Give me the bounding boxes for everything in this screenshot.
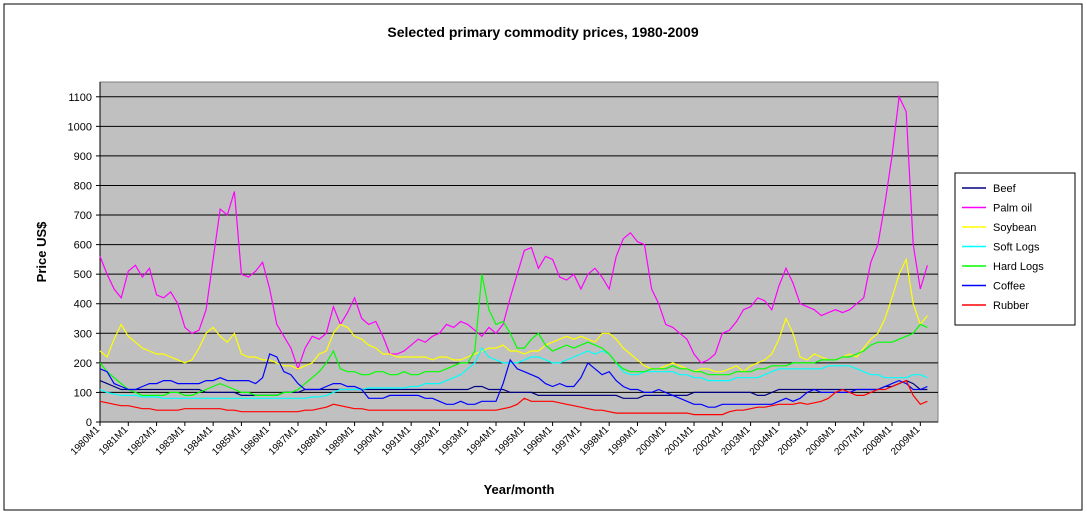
plot-area [99,81,939,423]
series-line [99,346,928,399]
y-tick-label: 100 [74,387,92,399]
series-line [99,379,928,399]
y-tick-label: 1100 [68,92,92,104]
y-tick-label: 900 [74,151,92,163]
y-tick-label: 600 [74,240,92,252]
legend-label: Soybean [993,222,1036,234]
series-line [99,94,928,371]
y-tick-label: 300 [74,328,92,340]
y-tick-label: 800 [74,180,92,192]
legend-label: Beef [993,183,1017,195]
series-line [99,379,928,416]
y-axis-label: Price US$ [34,221,49,282]
legend-label: Soft Logs [993,242,1040,254]
y-tick-label: 1000 [68,121,92,133]
y-tick-label: 400 [74,299,92,311]
series-line [99,274,928,396]
y-tick-label: 0 [86,417,92,429]
legend-label: Hard Logs [993,261,1044,273]
legend-label: Palm oil [993,203,1032,215]
y-tick-label: 700 [74,210,92,222]
y-tick-label: 200 [74,358,92,370]
series-line [99,353,928,408]
chart-title: Selected primary commodity prices, 1980-… [387,24,698,40]
legend-label: Coffee [993,281,1025,293]
legend-label: Rubber [993,300,1029,312]
legend [954,172,1076,326]
y-tick-label: 500 [74,269,92,281]
x-axis-label: Year/month [484,482,555,497]
series-line [99,257,928,373]
